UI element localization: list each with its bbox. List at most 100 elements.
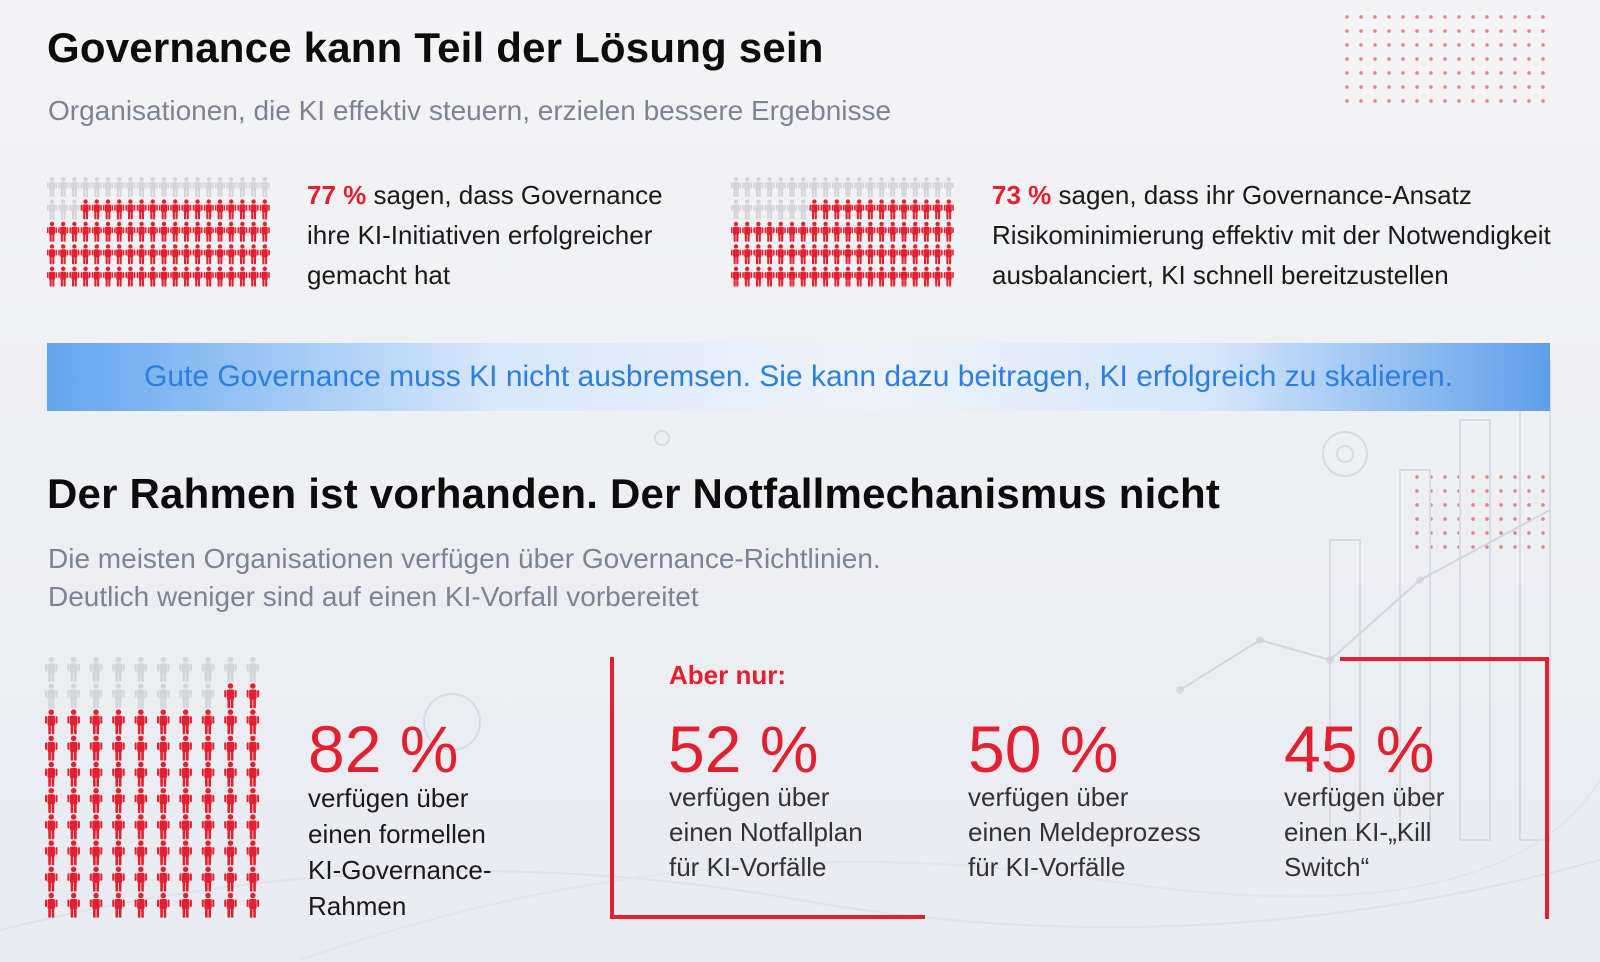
- person-icon: [742, 266, 753, 287]
- person-icon: [179, 814, 192, 840]
- person-icon: [192, 199, 203, 220]
- person-icon: [246, 866, 260, 892]
- person-icon: [854, 199, 865, 220]
- person-icon: [237, 221, 248, 242]
- person-icon: [112, 657, 125, 682]
- person-icon: [114, 244, 125, 265]
- person-icon: [731, 221, 741, 242]
- person-icon: [103, 221, 113, 242]
- person-icon: [237, 266, 248, 287]
- person-icon: [157, 814, 170, 840]
- substat1-line: einen Notfallplan: [669, 817, 863, 847]
- person-icon: [103, 266, 113, 287]
- person-icon: [843, 199, 853, 220]
- substat1-description: verfügen über einen Notfallplan für KI-V…: [669, 780, 863, 885]
- person-icon: [203, 244, 214, 265]
- decorative-dot-grid-top: [1340, 10, 1550, 110]
- person-icon: [910, 244, 921, 265]
- substat3-percent: 45 %: [1284, 712, 1435, 786]
- substat3-line: Switch“: [1284, 852, 1370, 882]
- pictogram-73-percent: [731, 177, 954, 287]
- person-icon: [854, 177, 865, 197]
- person-icon: [103, 244, 113, 265]
- person-icon: [147, 221, 158, 242]
- person-icon: [157, 709, 170, 735]
- person-icon: [179, 709, 192, 735]
- person-icon: [246, 892, 260, 918]
- person-icon: [753, 177, 764, 197]
- person-icon: [787, 199, 797, 220]
- person-icon: [921, 244, 932, 265]
- person-icon: [246, 683, 260, 709]
- person-icon: [259, 244, 270, 265]
- person-icon: [764, 221, 775, 242]
- person-icon: [45, 709, 58, 735]
- person-icon: [932, 266, 943, 287]
- section2-subtitle-line1: Die meisten Organisationen verfügen über…: [48, 543, 881, 574]
- person-icon: [58, 221, 69, 242]
- person-icon: [181, 221, 192, 242]
- person-icon: [134, 814, 148, 840]
- person-icon: [157, 788, 170, 813]
- person-icon: [45, 866, 58, 892]
- person-icon: [201, 788, 215, 813]
- person-icon: [259, 266, 270, 287]
- person-icon: [215, 177, 225, 197]
- person-icon: [899, 244, 909, 265]
- person-icon: [753, 199, 764, 220]
- person-icon: [125, 221, 136, 242]
- person-icon: [136, 221, 147, 242]
- page-title: Governance kann Teil der Lösung sein: [47, 24, 824, 71]
- substat1-line: verfügen über: [669, 782, 830, 812]
- person-icon: [47, 199, 57, 220]
- person-icon: [192, 177, 203, 197]
- bracket-top-right: [1340, 657, 1549, 661]
- person-icon: [753, 244, 764, 265]
- substat2-line: einen Meldeprozess: [968, 817, 1201, 847]
- section2-subtitle-line2: Deutlich weniger sind auf einen KI-Vorfa…: [48, 581, 699, 612]
- person-icon: [224, 788, 237, 813]
- person-icon: [89, 866, 103, 892]
- person-icon: [89, 683, 103, 709]
- person-icon: [80, 177, 91, 197]
- person-icon: [80, 266, 91, 287]
- person-icon: [159, 177, 169, 197]
- person-icon: [201, 735, 215, 761]
- main-stat-description: verfügen über einen formellen KI-Governa…: [308, 780, 492, 924]
- person-icon: [731, 266, 741, 287]
- person-icon: [876, 266, 887, 287]
- person-icon: [201, 709, 215, 735]
- person-icon: [201, 840, 215, 866]
- person-icon: [246, 788, 260, 813]
- person-icon: [215, 221, 225, 242]
- person-icon: [787, 177, 797, 197]
- person-icon: [798, 266, 809, 287]
- person-icon: [112, 683, 125, 709]
- person-icon: [114, 199, 125, 220]
- stat2-description: sagen, dass ihr Governance-Ansatz Risiko…: [992, 180, 1551, 290]
- person-icon: [809, 266, 820, 287]
- person-icon: [114, 221, 125, 242]
- person-icon: [764, 266, 775, 287]
- person-icon: [134, 735, 148, 761]
- person-icon: [114, 177, 125, 197]
- person-icon: [170, 244, 181, 265]
- stat2-text: 73 % sagen, dass ihr Governance-Ansatz R…: [992, 175, 1552, 295]
- person-icon: [112, 735, 125, 761]
- person-icon: [45, 840, 58, 866]
- person-icon: [170, 266, 181, 287]
- person-icon: [943, 177, 954, 197]
- person-icon: [226, 244, 237, 265]
- person-icon: [179, 840, 192, 866]
- substat1-line: für KI-Vorfälle: [669, 852, 827, 882]
- person-icon: [47, 221, 57, 242]
- person-icon: [179, 657, 192, 682]
- substat2-line: für KI-Vorfälle: [968, 852, 1126, 882]
- person-icon: [921, 199, 932, 220]
- person-icon: [259, 177, 270, 197]
- person-icon: [910, 177, 921, 197]
- person-icon: [798, 244, 809, 265]
- person-icon: [865, 221, 876, 242]
- person-icon: [203, 199, 214, 220]
- person-icon: [80, 244, 91, 265]
